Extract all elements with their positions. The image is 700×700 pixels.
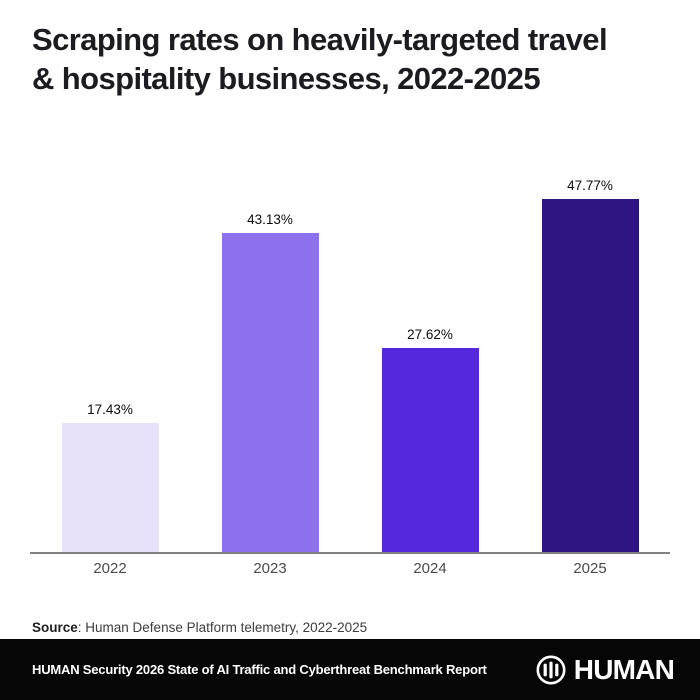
source-label: Source <box>32 620 78 635</box>
bar-value-label: 47.77% <box>567 177 613 193</box>
brand-wordmark: HUMAN <box>573 653 675 685</box>
x-axis-label: 2024 <box>413 560 447 577</box>
bar <box>381 347 479 552</box>
chart-plot: 17.43% 43.13% 27.62% 47.77% <box>30 160 670 554</box>
bar <box>541 198 639 552</box>
footer-bar: HUMAN Security 2026 State of AI Traffic … <box>0 639 700 700</box>
chart-title: Scraping rates on heavily-targeted trave… <box>32 22 608 97</box>
human-logo: HUMAN <box>535 653 675 686</box>
bar-value-label: 43.13% <box>247 211 293 227</box>
bar-column: 27.62% <box>350 160 510 552</box>
bar-column: 43.13% <box>190 160 350 552</box>
bar <box>221 232 319 552</box>
bar-value-label: 27.62% <box>407 326 453 342</box>
x-axis-label: 2025 <box>573 560 607 577</box>
x-axis-labels: 2022 2023 2024 2025 <box>30 560 670 577</box>
source-text: : Human Defense Platform telemetry, 2022… <box>77 620 368 635</box>
report-title: HUMAN Security 2026 State of AI Traffic … <box>32 662 487 677</box>
x-axis-label: 2023 <box>253 560 287 577</box>
bar-column: 17.43% <box>30 160 190 552</box>
human-circle-bars-icon <box>535 654 567 686</box>
bar <box>61 423 159 552</box>
source-note: Source: Human Defense Platform telemetry… <box>32 620 367 635</box>
bar-column: 47.77% <box>510 160 670 552</box>
x-axis-label: 2022 <box>93 560 127 577</box>
bar-value-label: 17.43% <box>87 402 133 417</box>
